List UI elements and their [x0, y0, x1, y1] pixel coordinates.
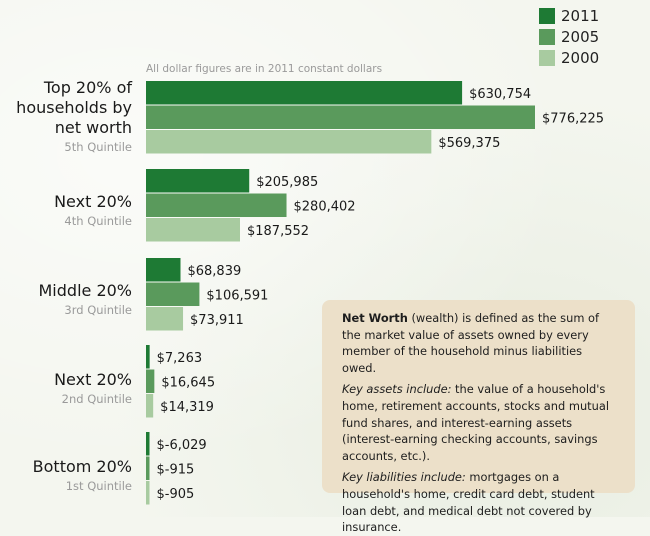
key-assets-term: Key assets include:	[342, 382, 452, 397]
bar-2011-3	[146, 345, 150, 369]
quintile-label-4th: Next 20% 4th Quintile	[54, 192, 132, 228]
bar-2000-1	[146, 218, 240, 242]
bar-value-label: $776,225	[542, 111, 604, 126]
legend-label-2011: 2011	[561, 6, 600, 25]
legend: 2011 2005 2000	[539, 5, 639, 68]
key-assets-definition: Key assets include: the value of a house…	[342, 381, 619, 464]
bar-value-label: $106,591	[206, 288, 268, 303]
bar-2005-2	[146, 282, 200, 306]
bar-2005-3	[146, 369, 155, 393]
legend-swatch-2005	[539, 28, 555, 45]
quintile-sublabel: 5th Quintile	[64, 140, 132, 154]
quintile-label-3rd: Middle 20% 3rd Quintile	[39, 281, 133, 317]
bar-value-label: $68,839	[187, 264, 241, 279]
bar-2000-2	[146, 307, 184, 331]
bar-2000-4	[146, 481, 150, 505]
quintile-label-5th: Top 20% of households by net worth 5th Q…	[16, 78, 132, 154]
bar-2011-2	[146, 258, 181, 282]
bar-2011-4	[146, 432, 150, 456]
key-liabilities-text: mortgages on a household's home, credit …	[342, 470, 595, 535]
bar-2005-1	[146, 193, 287, 217]
quintile-name: Next 20%	[54, 192, 132, 211]
bar-value-label: $7,263	[157, 351, 203, 366]
quintile-sublabel: 1st Quintile	[65, 479, 132, 493]
key-assets-text: the value of a household's home, retirem…	[342, 382, 609, 463]
bar-value-label: $-915	[157, 462, 195, 477]
bar-2000-0	[146, 130, 432, 154]
bar-value-label: $280,402	[294, 199, 356, 214]
quintile-name: Middle 20%	[38, 281, 133, 300]
legend-item-2000: 2000	[539, 47, 639, 68]
legend-item-2011: 2011	[539, 5, 639, 26]
bar-value-label: $73,911	[190, 313, 244, 328]
legend-label-2005: 2005	[561, 27, 600, 46]
quintile-name: Top 20% of households by net worth	[16, 78, 132, 137]
bar-2000-3	[146, 394, 154, 418]
quintile-sublabel: 3rd Quintile	[64, 303, 132, 317]
bar-value-label: $16,645	[161, 375, 215, 390]
net-worth-definition: Net Worth (wealth) is defined as the sum…	[342, 310, 619, 376]
bar-value-label: $14,319	[160, 400, 214, 415]
constant-dollars-note: All dollar figures are in 2011 constant …	[146, 63, 383, 75]
legend-item-2005: 2005	[539, 26, 639, 47]
legend-label-2000: 2000	[561, 48, 600, 67]
net-worth-text: (wealth) is defined as the sum of the ma…	[342, 311, 600, 375]
bar-value-label: $569,375	[438, 136, 500, 151]
legend-swatch-2000	[539, 49, 555, 66]
key-liabilities-definition: Key liabilities include: mortgages on a …	[342, 469, 619, 535]
quintile-name: Next 20%	[54, 370, 132, 389]
bar-value-label: $187,552	[247, 224, 309, 239]
net-worth-term: Net Worth	[342, 311, 408, 325]
quintile-name: Bottom 20%	[32, 457, 132, 476]
bar-value-label: $630,754	[469, 87, 531, 102]
bar-2005-4	[146, 456, 150, 480]
bar-2005-0	[146, 105, 535, 129]
net-worth-definition-box: Net Worth (wealth) is defined as the sum…	[322, 300, 635, 534]
bar-value-label: $-905	[157, 487, 195, 502]
quintile-sublabel: 4th Quintile	[64, 214, 132, 228]
quintile-label-2nd: Next 20% 2nd Quintile	[54, 370, 132, 406]
bar-value-label: $-6,029	[157, 438, 207, 453]
bar-2011-1	[146, 169, 250, 193]
wealth-bar-chart: $630,754 $776,225 $569,375 $205,985 $280,402…	[146, 81, 604, 505]
bar-2011-0	[146, 81, 463, 105]
quintile-sublabel: 2nd Quintile	[61, 392, 132, 406]
bar-value-label: $205,985	[256, 175, 318, 190]
key-liabilities-term: Key liabilities include:	[342, 470, 466, 485]
quintile-label-1st: Bottom 20% 1st Quintile	[33, 457, 132, 493]
legend-swatch-2011	[539, 7, 555, 24]
